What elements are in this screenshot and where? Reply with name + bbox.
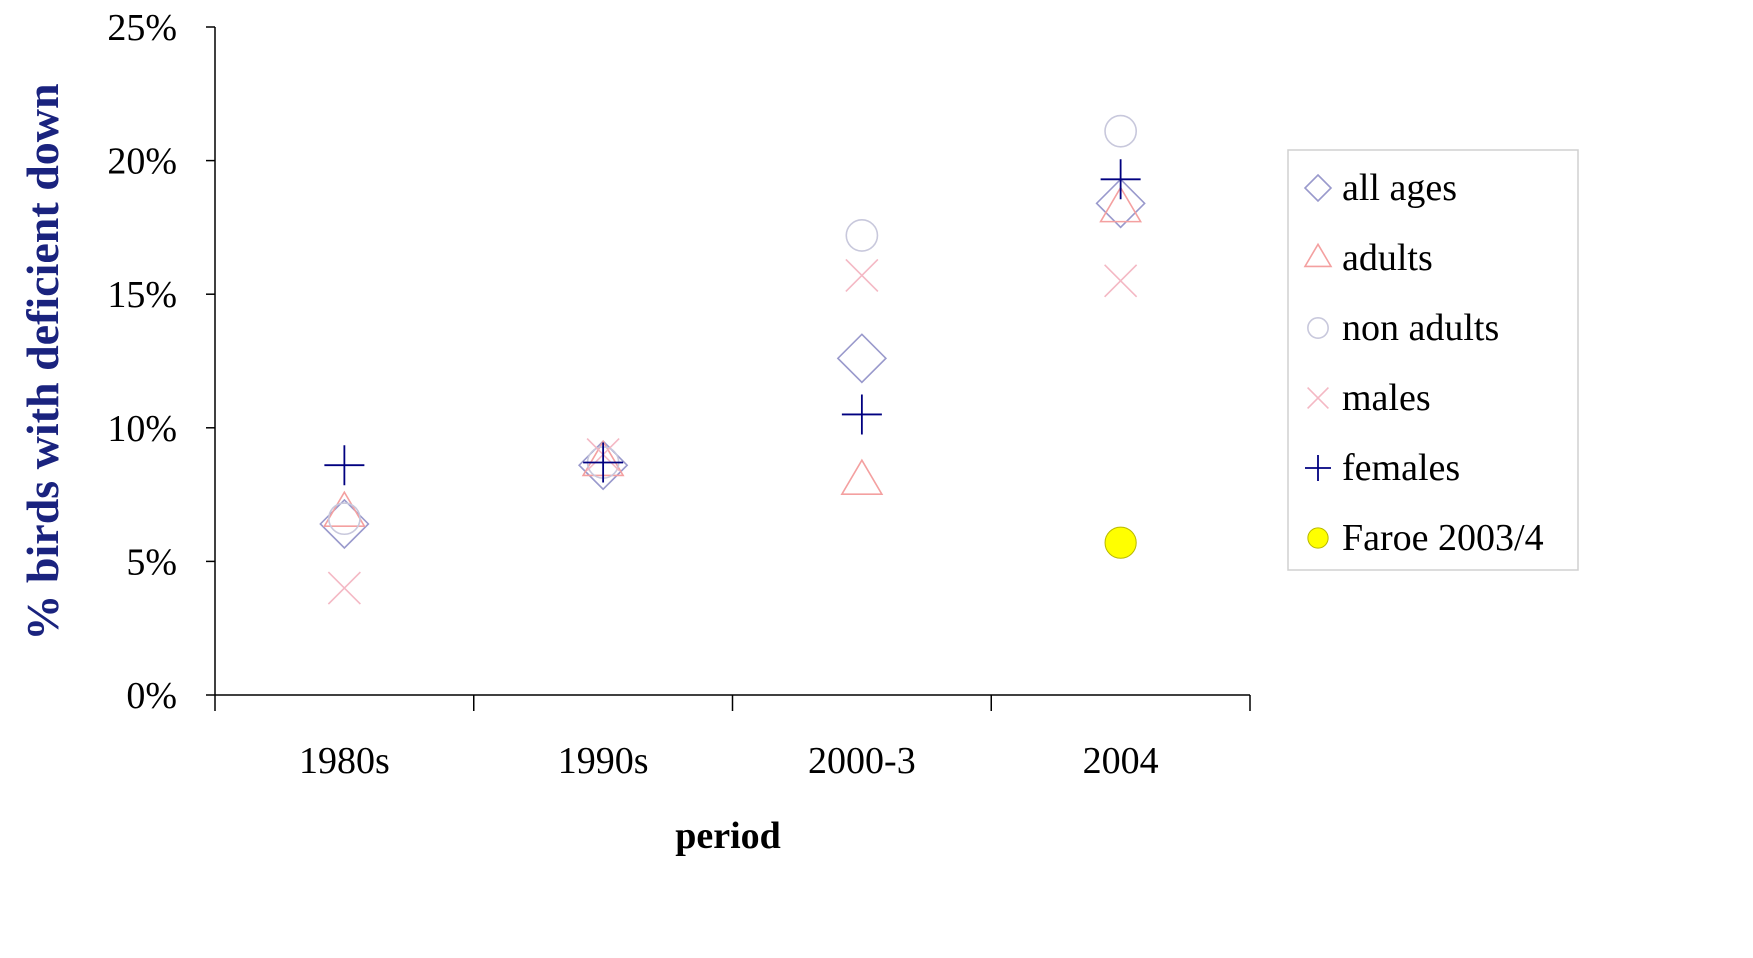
point-females (583, 442, 624, 483)
legend-marker-faroe-2003-4 (1307, 527, 1329, 549)
point-all-ages (1095, 178, 1146, 229)
legend-marker-males (1307, 387, 1329, 409)
point-non-adults (845, 219, 879, 252)
point-females (841, 394, 882, 435)
x-axis-title: period (675, 815, 781, 857)
legend-marker-non-adults (1307, 317, 1329, 339)
legend-label-faroe-2003-4: Faroe 2003/4 (1342, 517, 1544, 559)
legend: all ages adults non adults males females Faro… (1287, 149, 1579, 571)
point-females (324, 445, 365, 486)
y-axis-title: % birds with deficient down (17, 83, 68, 640)
x-tick-label: 2004 (1083, 740, 1159, 782)
legend-label-males: males (1342, 377, 1431, 419)
legend-label-non-adults: non adults (1342, 307, 1499, 349)
y-tick-labels: 0% 5% 10% 15% 20% 25% (107, 7, 177, 717)
point-adults (1099, 186, 1143, 223)
x-tick-labels: 1980s 1990s 2000-3 2004 (299, 740, 1159, 782)
x-tick-label: 1990s (558, 740, 649, 782)
legend-box (1287, 149, 1579, 571)
point-faroe-2003-4 (1104, 526, 1137, 559)
point-all-ages (577, 440, 629, 491)
x-tick-label: 2000-3 (808, 740, 916, 782)
point-males (327, 571, 361, 605)
point-females (1100, 159, 1141, 200)
axes (206, 26, 1251, 711)
point-non-adults (1104, 114, 1138, 148)
point-adults (322, 490, 366, 528)
y-tick-label: 15% (107, 274, 177, 316)
point-males (1104, 264, 1138, 298)
y-tick-label: 10% (107, 408, 177, 450)
legend-marker-all-ages (1303, 173, 1333, 203)
y-tick-label: 20% (107, 141, 177, 183)
y-tick-label: 25% (107, 7, 177, 49)
legend-label-all-ages: all ages (1342, 167, 1457, 209)
x-tick-label: 1980s (299, 740, 390, 782)
point-males (845, 258, 879, 293)
legend-label-females: females (1342, 447, 1460, 489)
legend-label-adults: adults (1342, 237, 1433, 279)
legend-marker-females (1305, 455, 1331, 481)
legend-marker-adults (1303, 242, 1333, 268)
point-all-ages (836, 333, 888, 384)
y-tick-label: 0% (126, 675, 177, 717)
y-tick-label: 5% (126, 541, 177, 583)
point-non-adults (327, 502, 361, 536)
point-adults (840, 458, 884, 495)
point-all-ages (319, 498, 370, 550)
data-points (319, 114, 1146, 605)
